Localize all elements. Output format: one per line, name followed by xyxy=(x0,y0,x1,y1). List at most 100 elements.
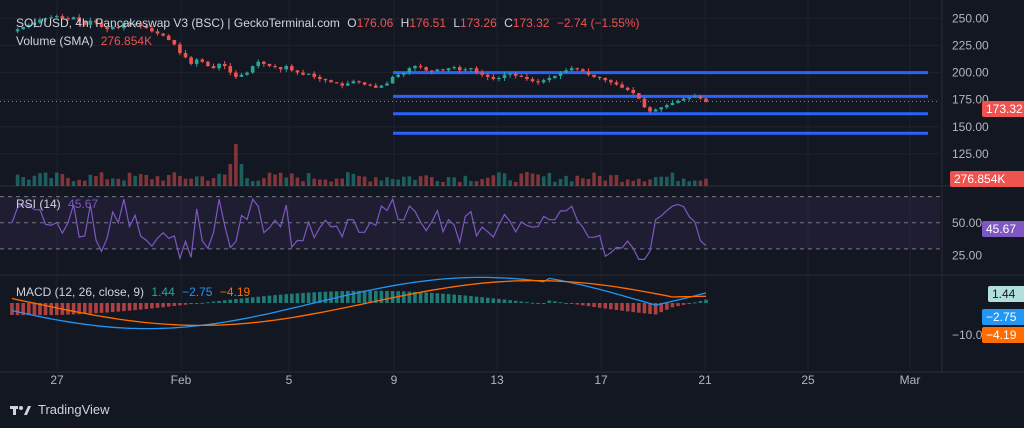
candle-body xyxy=(38,19,42,23)
macd-histogram-bar xyxy=(676,303,680,307)
macd-histogram-bar xyxy=(340,291,345,303)
macd-histogram-bar xyxy=(110,303,115,313)
volume-bar xyxy=(379,180,384,186)
candle-body xyxy=(525,76,529,80)
volume-bar xyxy=(446,177,451,186)
volume-bar xyxy=(575,175,580,186)
macd-histogram-bar xyxy=(99,303,104,313)
close-value: 173.32 xyxy=(512,16,550,30)
macd-histogram-bar xyxy=(222,300,227,303)
volume-bar xyxy=(648,179,652,186)
open-label: O xyxy=(347,16,357,30)
candle-body xyxy=(194,59,199,64)
volume-bar xyxy=(127,172,132,186)
candle-body xyxy=(206,61,210,67)
price-tick-label: 225.00 xyxy=(952,38,989,52)
candle-body xyxy=(150,28,154,32)
macd-histogram-bar xyxy=(670,303,675,308)
volume-bar xyxy=(586,179,591,186)
candle-body xyxy=(625,87,630,90)
candle-body xyxy=(413,66,417,69)
macd-histogram-bar xyxy=(446,294,451,303)
volume-bar xyxy=(637,178,641,186)
macd-histogram-bar xyxy=(597,303,602,308)
macd-histogram-bar xyxy=(150,303,154,309)
candle-body xyxy=(558,72,563,76)
candle-body xyxy=(105,27,109,30)
candle-body xyxy=(497,77,501,80)
candle-body xyxy=(396,74,400,77)
candle-body xyxy=(681,98,686,101)
candle-body xyxy=(273,66,277,68)
volume-bar xyxy=(665,176,669,186)
candle-body xyxy=(586,71,591,75)
macd-histogram-bar xyxy=(351,290,356,303)
candle-body xyxy=(88,20,93,25)
candle-body xyxy=(144,25,149,29)
candle-body xyxy=(385,83,389,86)
volume-bar xyxy=(60,173,65,186)
candle-body xyxy=(250,66,255,73)
candle-body xyxy=(553,75,557,78)
macd-histogram-bar xyxy=(323,291,328,303)
candle-body xyxy=(329,80,333,83)
candle-body xyxy=(99,22,104,28)
candle-body xyxy=(32,22,37,25)
volume-bar xyxy=(217,173,221,186)
macd-histogram-bar xyxy=(463,295,468,303)
macd-histogram-bar xyxy=(239,298,244,303)
candle-body xyxy=(379,85,384,88)
volume-bar xyxy=(698,180,703,186)
volume-bar xyxy=(642,181,647,186)
macd-histogram-bar xyxy=(553,301,557,303)
candle-body xyxy=(698,96,703,99)
brand-name[interactable]: TradingView xyxy=(38,402,110,417)
volume-label[interactable]: Volume (SMA) xyxy=(16,34,94,48)
candle-body xyxy=(457,67,462,71)
volume-bar xyxy=(693,180,697,186)
candle-body xyxy=(110,27,115,30)
macd-hist-badge: 1.44 xyxy=(988,286,1024,302)
macd-histogram-bar xyxy=(637,303,641,313)
volume-bar xyxy=(681,178,686,186)
macd-line xyxy=(11,276,707,330)
candle-body xyxy=(665,105,669,108)
candle-body xyxy=(222,63,227,67)
macd-histogram-bar xyxy=(172,303,177,307)
macd-histogram-bar xyxy=(312,292,317,303)
macd-histogram-bar xyxy=(513,300,518,303)
macd-histogram-bar xyxy=(144,303,149,310)
macd-histogram-bar xyxy=(290,293,294,303)
macd-histogram-bar xyxy=(502,299,507,303)
macd-histogram-bar xyxy=(525,302,529,304)
candle-body xyxy=(446,68,451,71)
candle-body xyxy=(614,82,619,85)
volume-bar xyxy=(26,179,31,186)
candle-body xyxy=(21,27,25,30)
macd-histogram-bar xyxy=(189,303,193,305)
candle-body xyxy=(26,24,31,28)
candle-body xyxy=(183,53,188,58)
macd-histogram-bar xyxy=(250,297,255,303)
rsi-label[interactable]: RSI (14) xyxy=(16,197,61,211)
candle-body xyxy=(301,72,305,75)
price-tick-label: 175.00 xyxy=(952,93,989,107)
candle-body xyxy=(424,67,428,71)
volume-bar xyxy=(77,179,81,186)
candle-body xyxy=(407,68,412,73)
macd-histogram-bar xyxy=(474,296,479,303)
candle-body xyxy=(161,33,165,36)
price-candles xyxy=(15,13,708,114)
volume-bar xyxy=(659,176,664,186)
macd-histogram-bar xyxy=(262,296,266,303)
macd-label[interactable]: MACD (12, 26, close, 9) xyxy=(16,285,145,299)
volume-bar xyxy=(166,174,171,186)
candle-body xyxy=(54,16,59,18)
symbol-title[interactable]: SOL/USD, 4h, Pancakeswap V3 (BSC) | Geck… xyxy=(16,16,340,30)
volume-bar xyxy=(502,173,507,186)
candle-body xyxy=(581,69,585,72)
volume-bar xyxy=(614,174,619,186)
horizontal-levels[interactable] xyxy=(393,71,928,135)
macd-histogram-bar xyxy=(116,303,121,312)
